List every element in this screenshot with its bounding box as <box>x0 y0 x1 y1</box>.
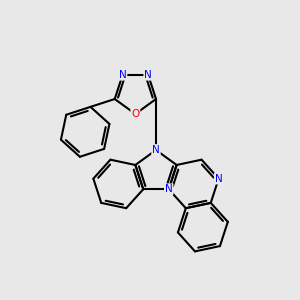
Text: N: N <box>165 184 172 194</box>
Text: N: N <box>215 174 223 184</box>
Text: O: O <box>131 109 140 119</box>
Text: N: N <box>144 70 152 80</box>
Text: N: N <box>119 70 127 80</box>
Text: N: N <box>152 145 160 155</box>
